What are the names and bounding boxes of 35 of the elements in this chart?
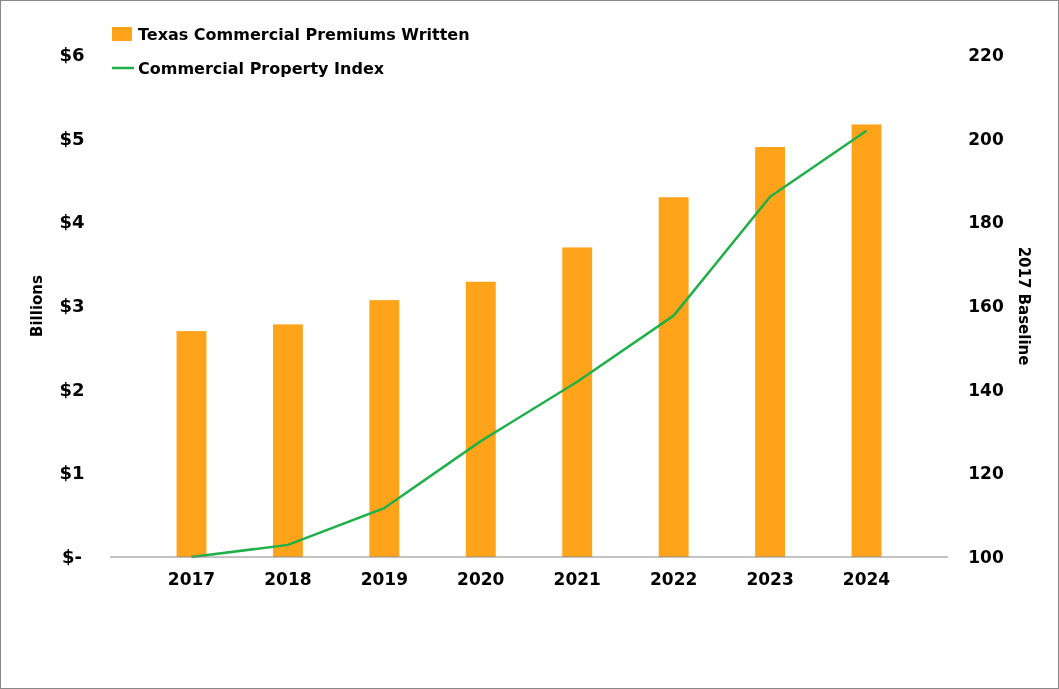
y2-tick-label: 100 xyxy=(968,547,1004,567)
y2-tick-label: 120 xyxy=(968,463,1004,484)
y2-tick-label: 140 xyxy=(968,379,1004,400)
y2-tick-label: 180 xyxy=(968,212,1004,233)
y-tick-label: $6 xyxy=(59,44,85,65)
x-tick-label: 2019 xyxy=(360,569,409,589)
y2-tick-label: 200 xyxy=(968,128,1004,149)
y-tick-label: $4 xyxy=(59,211,85,233)
y2-axis-title: 2017 Baseline xyxy=(1015,246,1033,366)
bar xyxy=(176,331,207,557)
bar xyxy=(658,197,689,557)
bar xyxy=(272,324,303,557)
bar xyxy=(755,147,786,557)
bar xyxy=(369,300,400,557)
line-series xyxy=(190,129,868,559)
y-tick-label: $5 xyxy=(59,127,85,149)
x-tick-label: 2022 xyxy=(649,569,698,589)
x-tick-label: 2023 xyxy=(746,569,794,589)
x-tick-label: 2020 xyxy=(457,569,505,589)
y2-tick-label: 160 xyxy=(968,296,1004,316)
legend-label: Commercial Property Index xyxy=(138,59,385,78)
y-tick-label: $1 xyxy=(59,462,85,484)
bar xyxy=(562,247,593,557)
y-tick-label: $3 xyxy=(59,295,85,316)
y-axis-title: Billions xyxy=(28,274,46,337)
bar xyxy=(851,124,882,557)
y-tick-label: $- xyxy=(62,546,82,567)
x-tick-label: 2018 xyxy=(264,569,312,589)
x-tick-label: 2021 xyxy=(553,569,601,589)
x-tick-label: 2024 xyxy=(842,569,891,589)
bar xyxy=(465,281,496,557)
x-tick-label: 2017 xyxy=(167,569,216,589)
y-tick-label: $2 xyxy=(59,378,85,400)
y2-tick-label: 220 xyxy=(968,45,1004,65)
legend-label: Texas Commercial Premiums Written xyxy=(138,25,470,44)
